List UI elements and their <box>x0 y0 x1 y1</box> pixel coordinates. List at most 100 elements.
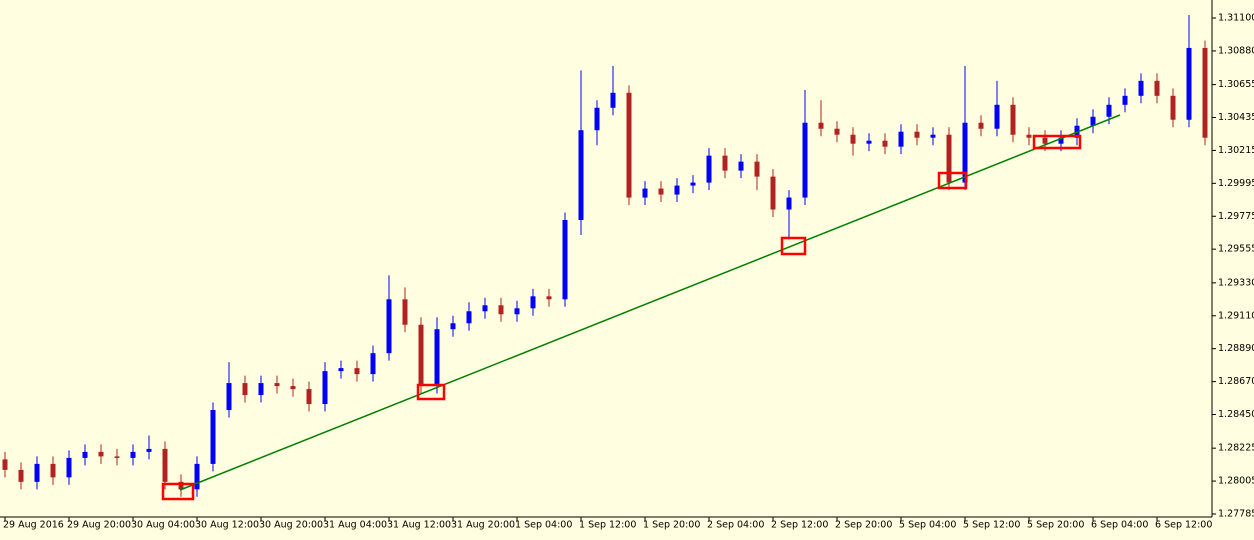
candle-body <box>962 122 968 183</box>
y-tick-label: 1.30880 <box>1218 45 1254 56</box>
x-tick-label: 2 Sep 04:00 <box>707 520 764 531</box>
y-tick-label: 1.31100 <box>1218 13 1254 24</box>
candle-body <box>514 308 520 315</box>
x-tick-label: 1 Sep 12:00 <box>579 520 636 531</box>
touch-box <box>1032 134 1082 150</box>
candle-body <box>450 323 456 330</box>
candle-body <box>562 219 568 300</box>
y-tick-label: 1.29110 <box>1218 310 1254 321</box>
touch-box <box>780 236 807 256</box>
candle-body <box>530 296 536 309</box>
candle-body <box>338 368 344 372</box>
candle-body <box>1138 80 1144 96</box>
candle-body <box>370 353 376 375</box>
candle-body <box>114 456 120 458</box>
x-tick-label: 5 Sep 20:00 <box>1027 520 1084 531</box>
candle-body <box>434 329 440 387</box>
y-tick-label: 1.30215 <box>1218 145 1254 156</box>
touch-box <box>161 482 195 501</box>
candle-body <box>1058 137 1064 144</box>
candle-body <box>850 134 856 144</box>
candle-body <box>66 457 72 478</box>
candle-body <box>1090 116 1096 126</box>
candle-body <box>130 451 136 458</box>
candle-body <box>290 386 296 390</box>
y-tick-label: 1.27785 <box>1218 509 1254 520</box>
candle-body <box>162 448 168 482</box>
y-tick-label: 1.28670 <box>1218 376 1254 387</box>
candle-body <box>674 185 680 195</box>
y-tick-label: 1.28450 <box>1218 409 1254 420</box>
candle-body <box>34 463 40 482</box>
candle-body <box>1106 104 1112 117</box>
candle-body <box>210 410 216 464</box>
candle-body <box>386 299 392 354</box>
candle-body <box>706 155 712 183</box>
y-tick-label: 1.29555 <box>1218 244 1254 255</box>
candle-body <box>274 383 280 387</box>
candle-body <box>258 383 264 396</box>
candle-body <box>1042 137 1048 144</box>
candle-body <box>946 134 952 183</box>
x-tick-label: 30 Aug 04:00 <box>131 520 195 531</box>
candle-body <box>178 481 184 490</box>
candle-body <box>738 161 744 171</box>
x-tick-label: 2 Sep 12:00 <box>771 520 828 531</box>
x-tick-label: 30 Aug 12:00 <box>195 520 259 531</box>
x-tick-label: 31 Aug 12:00 <box>387 520 451 531</box>
candle-body <box>802 122 808 198</box>
candle-body <box>466 311 472 324</box>
x-tick-label: 1 Sep 04:00 <box>515 520 572 531</box>
candle-body <box>82 451 88 458</box>
candle-body <box>1170 95 1176 120</box>
candle-body <box>834 128 840 135</box>
candle-body <box>482 305 488 312</box>
candle-body <box>690 182 696 186</box>
x-tick-label: 29 Aug 2016 <box>3 520 64 531</box>
candle-body <box>1122 95 1128 105</box>
candle-body <box>866 140 872 144</box>
x-tick-label: 5 Sep 04:00 <box>899 520 956 531</box>
y-tick-label: 1.28005 <box>1218 476 1254 487</box>
y-tick-label: 1.29775 <box>1218 211 1254 222</box>
candle-body <box>354 368 360 375</box>
candle-body <box>882 140 888 147</box>
candle-body <box>418 324 424 387</box>
candle-body <box>2 459 8 470</box>
candle-body <box>722 155 728 171</box>
touch-box <box>416 383 446 401</box>
x-tick-label: 31 Aug 04:00 <box>323 520 387 531</box>
candle-body <box>242 383 248 396</box>
y-tick-label: 1.30655 <box>1218 79 1254 90</box>
candle-body <box>994 104 1000 129</box>
touch-box <box>937 171 968 190</box>
candle-body <box>322 371 328 405</box>
candle-body <box>578 130 584 220</box>
candle-body <box>402 299 408 325</box>
y-tick-label: 1.29330 <box>1218 277 1254 288</box>
y-tick-label: 1.29995 <box>1218 178 1254 189</box>
candle-body <box>626 92 632 198</box>
candle-body <box>594 107 600 131</box>
candle-body <box>1202 47 1208 138</box>
y-tick-label: 1.28225 <box>1218 443 1254 454</box>
candle-body <box>98 451 104 457</box>
candle-body <box>610 92 616 108</box>
candles <box>2 15 1208 497</box>
y-tick-label: 1.28890 <box>1218 343 1254 354</box>
candle-body <box>1026 134 1032 138</box>
x-tick-label: 1 Sep 20:00 <box>643 520 700 531</box>
candle-body <box>786 197 792 210</box>
x-tick-label: 2 Sep 20:00 <box>835 520 892 531</box>
candle-body <box>194 463 200 490</box>
candle-body <box>226 383 232 411</box>
candle-body <box>50 463 56 478</box>
x-tick-label: 5 Sep 12:00 <box>963 520 1020 531</box>
candle-body <box>898 131 904 147</box>
candle-body <box>146 448 152 452</box>
candle-body <box>1186 47 1192 120</box>
candle-body <box>1010 104 1016 135</box>
